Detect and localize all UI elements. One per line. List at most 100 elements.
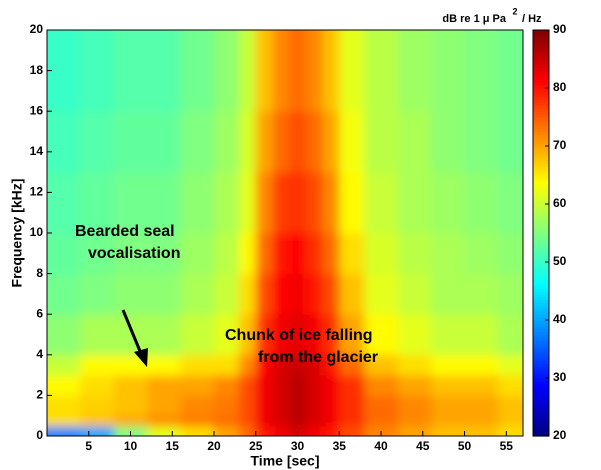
cell bbox=[180, 395, 215, 417]
colorbar-step bbox=[533, 383, 549, 388]
colorbar-step bbox=[533, 372, 549, 376]
colorbar-step bbox=[533, 285, 549, 289]
cell bbox=[214, 425, 240, 436]
cell bbox=[180, 314, 215, 356]
cell bbox=[272, 425, 290, 436]
colorbar-step bbox=[533, 79, 549, 83]
cell bbox=[464, 172, 499, 234]
colorbar-step bbox=[533, 163, 549, 167]
cell bbox=[255, 375, 273, 396]
colorbar-step bbox=[533, 30, 549, 34]
colorbar-tick-label: 30 bbox=[553, 370, 567, 384]
colorbar-step bbox=[533, 70, 549, 75]
colorbar-step bbox=[533, 206, 549, 211]
cell bbox=[113, 30, 148, 112]
cell bbox=[272, 415, 290, 427]
colorbar-step bbox=[533, 93, 549, 98]
cell bbox=[305, 354, 324, 376]
cell bbox=[322, 172, 340, 234]
cell bbox=[289, 172, 307, 234]
colorbar-step bbox=[533, 128, 549, 133]
colorbar-step bbox=[533, 427, 549, 431]
cell bbox=[147, 375, 182, 396]
colorbar-step bbox=[533, 262, 549, 266]
colorbar-step bbox=[533, 218, 549, 222]
cell bbox=[255, 395, 273, 417]
cell bbox=[322, 273, 340, 315]
colorbar-tick-label: 20 bbox=[553, 428, 567, 442]
colorbar-step bbox=[533, 412, 549, 417]
colorbar-step bbox=[533, 415, 549, 420]
colorbar-step bbox=[533, 378, 549, 382]
cell bbox=[255, 415, 273, 427]
colorbar-step bbox=[533, 195, 549, 199]
cell bbox=[305, 395, 324, 417]
cell bbox=[497, 415, 523, 427]
x-tick-label: 45 bbox=[416, 439, 430, 453]
colorbar-step bbox=[533, 308, 549, 312]
colorbar-label-sup: 2 bbox=[512, 6, 517, 16]
colorbar-step bbox=[533, 386, 549, 391]
y-tick-label: 14 bbox=[30, 144, 44, 158]
colorbar-step bbox=[533, 215, 549, 220]
colorbar-step bbox=[533, 235, 549, 240]
cell bbox=[80, 314, 115, 356]
cell bbox=[305, 233, 324, 275]
cell bbox=[180, 273, 215, 315]
colorbar-step bbox=[533, 102, 549, 106]
cell bbox=[464, 375, 499, 396]
colorbar-step bbox=[533, 117, 549, 121]
cell bbox=[47, 395, 81, 417]
cell bbox=[180, 233, 215, 275]
cell bbox=[239, 233, 257, 275]
cell bbox=[239, 273, 257, 315]
colorbar-step bbox=[533, 230, 549, 234]
cell bbox=[364, 273, 399, 315]
colorbar-step bbox=[533, 233, 549, 237]
colorbar-step bbox=[533, 201, 549, 205]
colorbar-step bbox=[533, 189, 549, 193]
colorbar-step bbox=[533, 392, 549, 396]
colorbar-step bbox=[533, 343, 549, 347]
cell bbox=[80, 172, 115, 234]
colorbar-step bbox=[533, 279, 549, 283]
cell bbox=[47, 354, 81, 376]
cell bbox=[214, 415, 240, 427]
colorbar-step bbox=[533, 64, 549, 69]
colorbar-step bbox=[533, 38, 549, 43]
colorbar-step bbox=[533, 349, 549, 353]
cell bbox=[147, 30, 182, 112]
cell bbox=[322, 233, 340, 275]
colorbar-step bbox=[533, 340, 549, 344]
cell bbox=[397, 375, 432, 396]
cell bbox=[80, 415, 115, 427]
colorbar-step bbox=[533, 125, 549, 130]
cell bbox=[289, 273, 307, 315]
cell bbox=[497, 273, 523, 315]
cell bbox=[305, 375, 324, 396]
colorbar-frame bbox=[532, 29, 550, 437]
colorbar-step bbox=[533, 288, 549, 292]
cell bbox=[113, 395, 148, 417]
cell bbox=[113, 415, 148, 427]
cell bbox=[431, 233, 466, 275]
colorbar-step bbox=[533, 407, 549, 411]
colorbar-step bbox=[533, 85, 549, 89]
cell bbox=[464, 395, 499, 417]
cell bbox=[239, 314, 257, 356]
colorbar-step bbox=[533, 140, 549, 144]
cell bbox=[147, 111, 182, 173]
colorbar-step bbox=[533, 157, 549, 162]
y-tick-label: 2 bbox=[36, 388, 43, 402]
cell bbox=[431, 273, 466, 315]
cell bbox=[239, 354, 257, 376]
x-tick-label: 15 bbox=[166, 439, 180, 453]
cell bbox=[47, 111, 81, 173]
cell bbox=[464, 415, 499, 427]
y-tick-label: 20 bbox=[30, 22, 44, 36]
colorbar-step bbox=[533, 198, 549, 202]
cell bbox=[431, 30, 466, 112]
colorbar-step bbox=[533, 267, 549, 272]
cell bbox=[322, 111, 340, 173]
x-tick-label: 5 bbox=[85, 439, 92, 453]
